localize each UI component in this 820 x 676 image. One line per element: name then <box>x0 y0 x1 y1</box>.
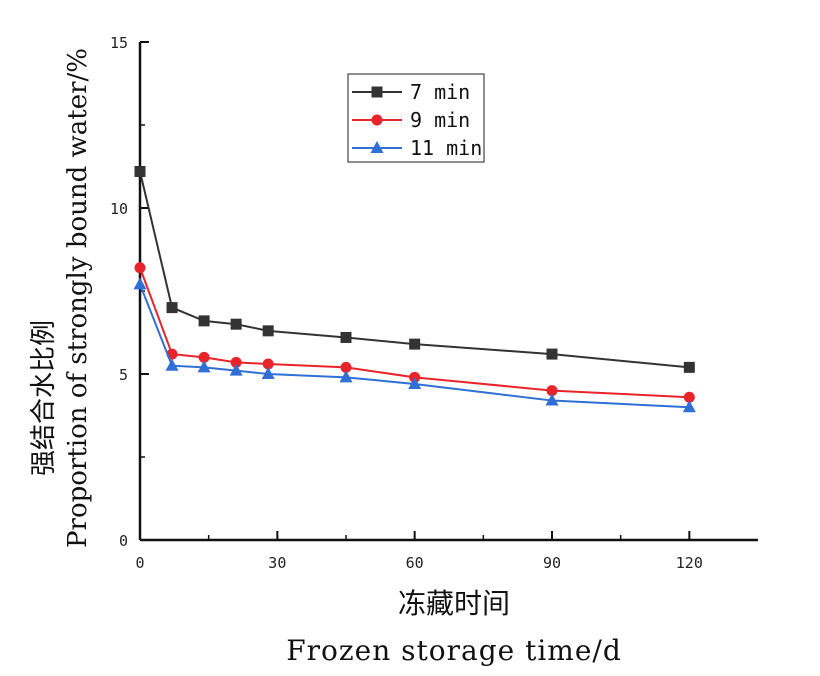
circle-marker <box>198 351 210 363</box>
triangle-marker <box>197 360 211 373</box>
triangle-marker <box>165 358 179 371</box>
circle-marker <box>546 385 558 397</box>
triangle-marker <box>261 367 275 379</box>
x-tick-label: 60 <box>406 554 424 572</box>
triangle-marker <box>408 376 422 389</box>
circle-marker <box>262 358 274 370</box>
circle-marker <box>371 114 383 126</box>
square-marker <box>134 165 146 177</box>
x-tick-label: 120 <box>676 554 703 572</box>
series-7-min <box>134 165 695 373</box>
legend: 7 min 9 min 11 min <box>347 73 485 163</box>
square-marker <box>409 338 421 350</box>
y-tick-label: 10 <box>110 200 128 218</box>
square-marker <box>546 348 558 360</box>
legend-label: 11 min <box>410 136 482 160</box>
circle-marker <box>134 262 146 274</box>
x-tick-label: 30 <box>268 554 286 572</box>
x-axis-label-english: Frozen storage time/d <box>286 634 622 667</box>
square-marker <box>683 361 695 373</box>
triangle-marker <box>682 400 696 413</box>
triangle-marker <box>229 363 243 376</box>
triangle-marker <box>370 141 384 153</box>
square-marker <box>262 325 274 337</box>
square-marker <box>230 318 242 330</box>
series-layer <box>133 165 696 413</box>
circle-marker <box>683 391 695 403</box>
square-marker <box>340 331 352 343</box>
square-marker <box>371 86 383 98</box>
y-axis-label-english: Proportion of strongly bound water/% <box>63 48 93 548</box>
circle-marker <box>230 356 242 368</box>
series-line <box>139 171 690 369</box>
triangle-marker <box>339 370 353 383</box>
y-tick-label: 0 <box>119 532 128 550</box>
triangle-marker <box>545 393 559 406</box>
legend-label: 7 min <box>410 80 470 104</box>
series-11-min <box>133 277 696 413</box>
triangle-marker <box>133 277 147 290</box>
x-axis-label-chinese: 冻藏时间 <box>398 587 510 620</box>
y-tick-label: 15 <box>110 34 128 52</box>
legend-label: 9 min <box>410 108 470 132</box>
y-tick-label: 5 <box>119 366 128 384</box>
x-tick-label: 0 <box>135 554 144 572</box>
x-tick-label: 90 <box>543 554 561 572</box>
square-marker <box>198 315 210 327</box>
circle-marker <box>340 361 352 373</box>
square-marker <box>166 302 178 314</box>
y-axis-label-chinese: 强结合水比例 <box>29 320 59 476</box>
